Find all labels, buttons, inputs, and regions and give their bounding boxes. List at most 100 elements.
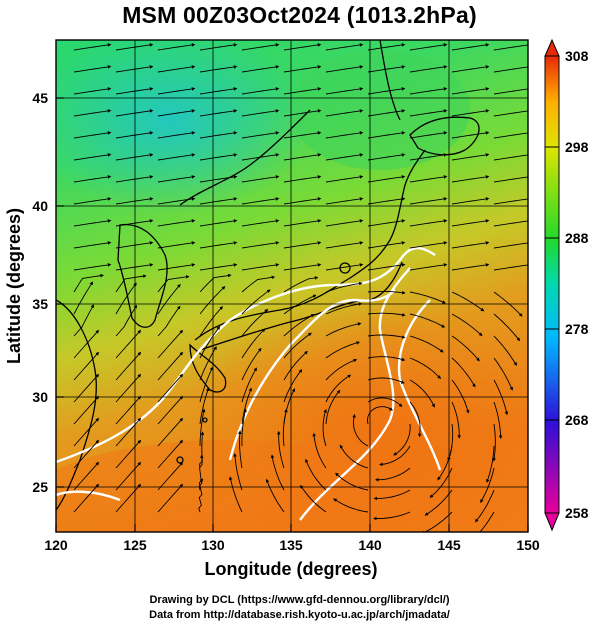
streamline (157, 197, 196, 205)
streamline (241, 241, 280, 249)
streamline (493, 175, 528, 183)
streamline (325, 109, 364, 117)
streamline (241, 275, 276, 293)
streamline (493, 43, 528, 51)
streamline (367, 241, 406, 249)
streamline (325, 219, 364, 227)
streamline (367, 397, 403, 407)
streamline (367, 312, 406, 317)
streamline (283, 314, 315, 337)
streamline (367, 175, 406, 183)
streamline (283, 109, 322, 117)
cold-region (56, 40, 310, 215)
streamline (73, 241, 112, 249)
streamline (451, 87, 490, 95)
streamline (241, 219, 280, 227)
streamline (157, 351, 184, 381)
streamline (73, 351, 100, 381)
streamline (409, 357, 442, 379)
streamline (241, 263, 280, 271)
streamline (451, 109, 490, 117)
streamline (409, 241, 448, 249)
streamline (409, 65, 448, 73)
streamline (283, 87, 322, 95)
streamline (199, 241, 238, 249)
streamline (238, 430, 243, 469)
streamline (115, 483, 142, 513)
streamline (115, 197, 154, 205)
streamline (366, 406, 394, 425)
streamline (157, 241, 196, 249)
streamline (241, 109, 280, 117)
streamline (199, 408, 206, 447)
streamline (73, 43, 112, 51)
streamline (325, 302, 363, 315)
streamline (493, 379, 509, 416)
streamline (157, 153, 196, 161)
streamline (352, 413, 369, 447)
streamline (73, 281, 94, 315)
streamline (367, 263, 406, 271)
streamline (367, 109, 406, 117)
streamline (367, 377, 405, 384)
streamline (199, 153, 238, 161)
colorbar-label: 298 (565, 139, 589, 155)
streamline (367, 131, 406, 139)
latitude-tick-labels: 25 30 35 40 45 (32, 90, 48, 495)
streamline (451, 291, 485, 312)
streamline (233, 453, 243, 491)
streamline (157, 305, 181, 337)
streamline (157, 373, 184, 403)
streamline (115, 87, 154, 95)
lat-lon-grid (56, 40, 528, 532)
streamline (115, 373, 142, 403)
streamline (305, 458, 327, 491)
lat-tick-label: 40 (32, 198, 48, 214)
streamline (333, 498, 369, 513)
streamline (451, 357, 476, 388)
streamline (199, 306, 224, 337)
streamline (325, 341, 361, 359)
streamline (157, 65, 196, 73)
streamline (241, 347, 262, 381)
streamline (199, 87, 238, 95)
streamline (73, 373, 100, 403)
streamline (241, 367, 257, 403)
coastlines (56, 40, 480, 511)
streamline (157, 483, 184, 513)
credit-data: Data from http://database.rish.kyoto-u.a… (149, 609, 450, 621)
streamline (157, 109, 196, 117)
streamline (241, 387, 252, 425)
streamline (157, 87, 196, 95)
streamline (265, 478, 285, 513)
streamline (157, 461, 184, 491)
streamline (115, 153, 154, 161)
lon-tick-label: 125 (123, 537, 147, 553)
streamline (199, 286, 226, 315)
streamline (115, 109, 154, 117)
streamline (493, 87, 528, 95)
streamline (199, 109, 238, 117)
streamline (373, 511, 411, 521)
lon-tick-label: 145 (437, 537, 461, 553)
streamline (73, 197, 112, 205)
streamline (283, 241, 322, 249)
streamline (325, 131, 364, 139)
streamline (335, 472, 369, 491)
streamline (115, 417, 142, 447)
lon-tick-label: 120 (44, 537, 68, 553)
streamline (493, 109, 528, 117)
streamline (451, 175, 490, 183)
longitude-tick-labels: 120 125 130 135 140 145 150 (44, 537, 540, 553)
streamline (115, 65, 154, 73)
streamline (409, 43, 448, 51)
streamline (199, 326, 221, 359)
wind-streamlines (73, 43, 528, 532)
streamline (409, 131, 448, 139)
streamline (199, 197, 238, 205)
streamline (493, 313, 521, 342)
streamline (199, 263, 238, 271)
streamline (325, 322, 362, 337)
streamline (451, 401, 461, 439)
streamline (199, 366, 214, 403)
